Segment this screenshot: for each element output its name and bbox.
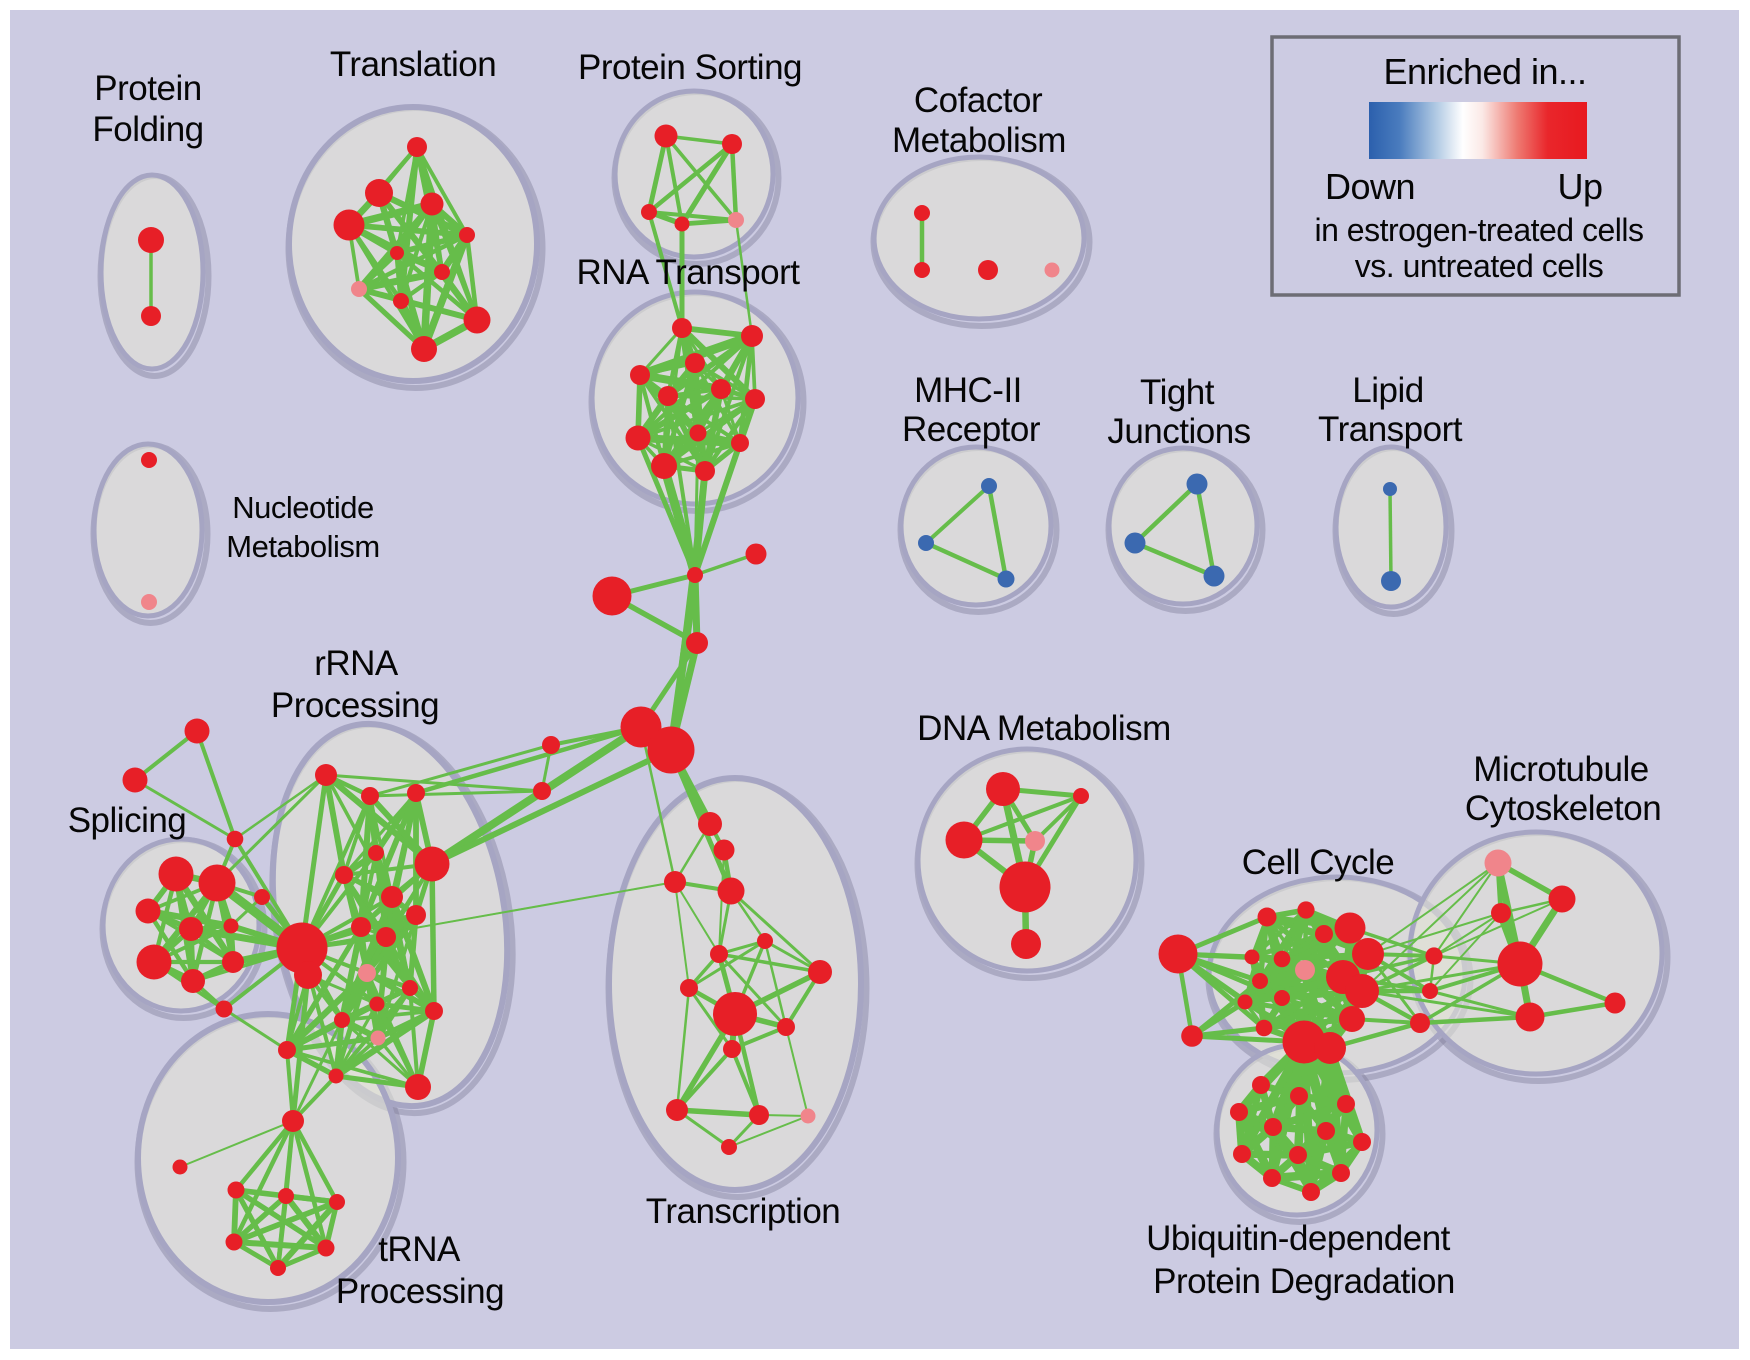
svg-text:Microtubule: Microtubule [1473, 750, 1648, 789]
svg-text:Splicing: Splicing [68, 801, 187, 840]
svg-text:Cytoskeleton: Cytoskeleton [1465, 789, 1661, 828]
svg-text:RNA Transport: RNA Transport [576, 253, 800, 292]
svg-text:Cell Cycle: Cell Cycle [1242, 843, 1395, 882]
svg-text:Ubiquitin-dependent: Ubiquitin-dependent [1146, 1219, 1451, 1258]
svg-text:Lipid: Lipid [1352, 371, 1423, 410]
svg-text:Folding: Folding [92, 110, 203, 149]
svg-text:Receptor: Receptor [902, 410, 1041, 449]
svg-text:Tight: Tight [1140, 373, 1215, 412]
svg-text:vs. untreated cells: vs. untreated cells [1355, 248, 1603, 284]
svg-text:Protein Sorting: Protein Sorting [578, 48, 802, 87]
svg-text:DNA Metabolism: DNA Metabolism [917, 709, 1171, 748]
svg-text:Cofactor: Cofactor [914, 81, 1043, 120]
svg-text:Down: Down [1325, 166, 1415, 207]
svg-text:Protein: Protein [94, 69, 201, 108]
svg-text:Metabolism: Metabolism [226, 529, 380, 564]
svg-text:Nucleotide: Nucleotide [232, 490, 373, 525]
svg-text:Transport: Transport [1318, 410, 1463, 449]
svg-text:MHC-II: MHC-II [914, 371, 1022, 410]
svg-text:Processing: Processing [271, 686, 439, 725]
svg-text:rRNA: rRNA [314, 644, 399, 683]
svg-text:Enriched in...: Enriched in... [1383, 51, 1586, 92]
svg-text:in estrogen-treated cells: in estrogen-treated cells [1314, 212, 1643, 248]
svg-text:Protein Degradation: Protein Degradation [1153, 1262, 1455, 1301]
svg-text:tRNA: tRNA [378, 1230, 461, 1269]
svg-text:Metabolism: Metabolism [892, 121, 1066, 160]
svg-text:Transcription: Transcription [646, 1192, 841, 1231]
svg-text:Junctions: Junctions [1107, 412, 1250, 451]
svg-text:Translation: Translation [330, 45, 496, 84]
svg-text:Processing: Processing [336, 1272, 504, 1311]
svg-text:Up: Up [1557, 166, 1602, 207]
